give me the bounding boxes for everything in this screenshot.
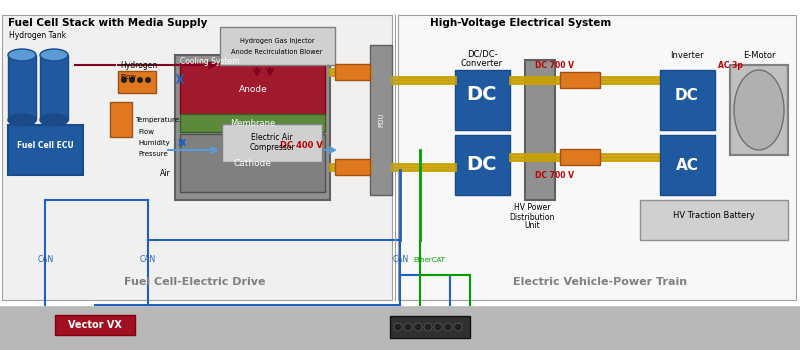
Bar xyxy=(560,149,600,165)
Bar xyxy=(40,55,68,120)
Text: Flow: Flow xyxy=(120,74,136,80)
Ellipse shape xyxy=(8,49,36,61)
Bar xyxy=(660,135,715,195)
Text: High-Voltage Electrical System: High-Voltage Electrical System xyxy=(430,18,611,28)
Text: Hydrogen: Hydrogen xyxy=(120,61,158,70)
Text: Electric Vehicle-Power Train: Electric Vehicle-Power Train xyxy=(513,277,687,287)
Text: DC: DC xyxy=(675,88,699,103)
Text: Humidity: Humidity xyxy=(138,140,170,146)
Bar xyxy=(525,60,555,200)
Circle shape xyxy=(424,323,432,331)
Text: HV Traction Battery: HV Traction Battery xyxy=(673,211,755,220)
Circle shape xyxy=(414,323,422,331)
Text: Compressor: Compressor xyxy=(249,142,295,152)
Text: CAN: CAN xyxy=(393,256,410,265)
Bar xyxy=(110,102,132,137)
Ellipse shape xyxy=(40,49,68,61)
Text: Electric Air: Electric Air xyxy=(251,133,293,141)
Text: Cathode: Cathode xyxy=(234,159,272,168)
Text: DC: DC xyxy=(466,155,498,175)
Text: Hydrogen Gas Injector: Hydrogen Gas Injector xyxy=(240,38,314,44)
Bar xyxy=(55,315,135,335)
Text: Flow: Flow xyxy=(138,129,154,135)
Ellipse shape xyxy=(734,70,784,150)
Bar xyxy=(8,55,36,120)
Text: AC 3p: AC 3p xyxy=(718,62,743,70)
Bar xyxy=(0,305,800,350)
Bar xyxy=(220,27,335,65)
Bar xyxy=(398,15,796,300)
Text: CAN: CAN xyxy=(140,256,156,265)
Circle shape xyxy=(137,77,143,83)
Bar xyxy=(455,70,510,130)
Text: AC: AC xyxy=(675,158,698,173)
Bar xyxy=(730,65,788,155)
Text: DC 700 V: DC 700 V xyxy=(535,62,574,70)
Text: CAN: CAN xyxy=(38,256,54,265)
Text: Inverter: Inverter xyxy=(670,50,704,60)
Circle shape xyxy=(145,77,151,83)
Bar xyxy=(222,124,322,162)
Circle shape xyxy=(121,77,127,83)
Ellipse shape xyxy=(8,114,36,126)
Text: Fuel Cell ECU: Fuel Cell ECU xyxy=(17,141,74,150)
Text: Anode: Anode xyxy=(238,84,267,93)
Bar xyxy=(2,15,392,300)
Bar xyxy=(180,134,325,192)
Bar xyxy=(175,55,330,200)
Bar xyxy=(640,200,788,240)
Bar xyxy=(560,72,600,88)
Bar xyxy=(370,45,392,195)
Bar xyxy=(180,114,325,132)
Bar xyxy=(0,0,800,305)
Ellipse shape xyxy=(40,114,68,126)
Text: Converter: Converter xyxy=(461,58,503,68)
Text: Temperature: Temperature xyxy=(135,117,179,123)
Text: Unit: Unit xyxy=(524,222,540,231)
Text: Fuel Cell Stack with Media Supply: Fuel Cell Stack with Media Supply xyxy=(8,18,207,28)
Bar xyxy=(8,125,83,175)
Text: DC: DC xyxy=(466,85,498,105)
Circle shape xyxy=(404,323,412,331)
Bar xyxy=(335,64,370,80)
Text: Hydrogen Tank: Hydrogen Tank xyxy=(10,32,66,41)
Circle shape xyxy=(394,323,402,331)
Text: Membrane: Membrane xyxy=(230,119,276,127)
Text: PDU: PDU xyxy=(378,113,384,127)
Text: E-Motor: E-Motor xyxy=(742,50,775,60)
Text: Cooling System: Cooling System xyxy=(180,57,239,66)
Bar xyxy=(730,65,788,155)
Text: DC 700 V: DC 700 V xyxy=(535,170,574,180)
Bar xyxy=(455,135,510,195)
Text: Distribution: Distribution xyxy=(510,212,554,222)
Text: DC/DC-: DC/DC- xyxy=(466,49,498,58)
Bar xyxy=(118,71,156,93)
Text: HV Power: HV Power xyxy=(514,203,550,212)
Text: Fuel Cell-Electric Drive: Fuel Cell-Electric Drive xyxy=(124,277,266,287)
Text: Anode Recirculation Blower: Anode Recirculation Blower xyxy=(231,49,322,55)
Bar xyxy=(390,316,470,338)
Circle shape xyxy=(454,323,462,331)
Circle shape xyxy=(434,323,442,331)
Text: Pressure: Pressure xyxy=(138,151,168,157)
Circle shape xyxy=(444,323,452,331)
Text: DC 400 V: DC 400 V xyxy=(280,140,322,149)
Circle shape xyxy=(129,77,135,83)
Text: Vector VX: Vector VX xyxy=(68,320,122,330)
Bar xyxy=(660,70,715,130)
Bar xyxy=(180,63,325,115)
Text: Air: Air xyxy=(160,169,170,178)
Text: EtherCAT: EtherCAT xyxy=(413,257,445,263)
Bar xyxy=(335,159,370,175)
